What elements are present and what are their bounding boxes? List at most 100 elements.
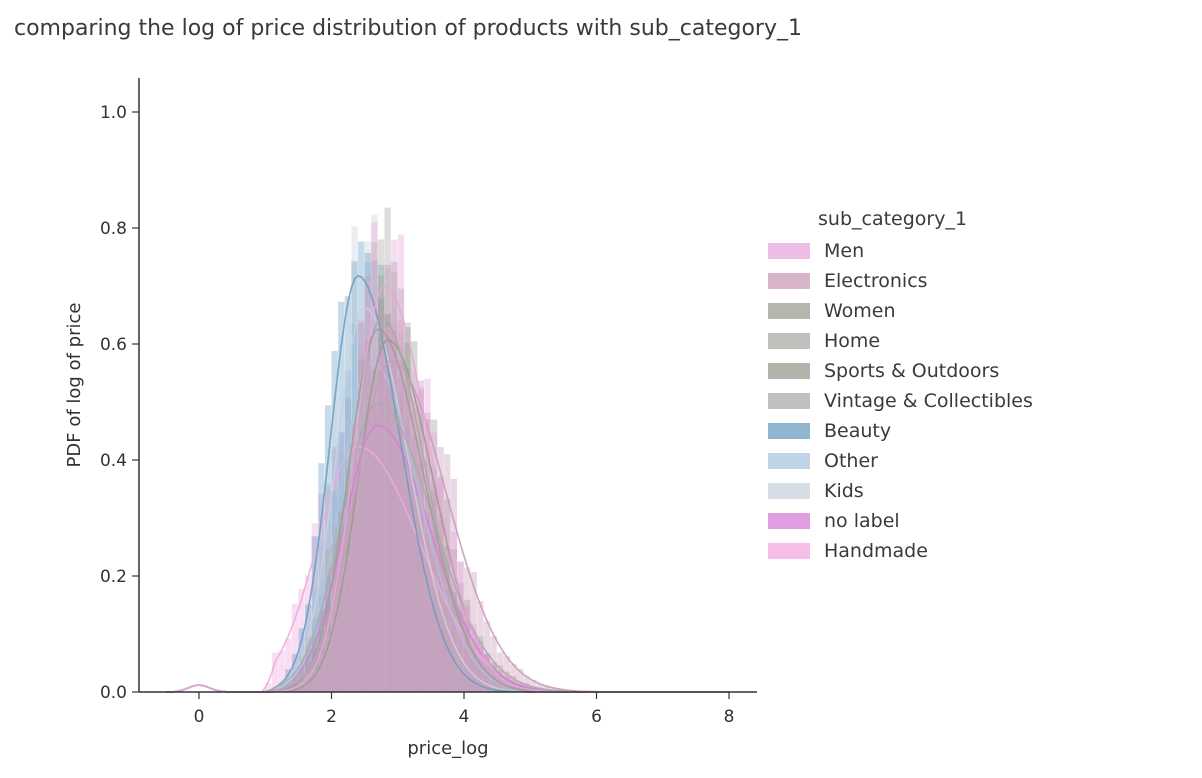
- hist-bar: [371, 242, 378, 693]
- hist-bar: [371, 222, 378, 693]
- hist-bar: [311, 536, 318, 692]
- legend-swatch: [768, 483, 810, 499]
- legend-entry: Handmade: [768, 536, 1033, 566]
- legend-label: Sports & Outdoors: [824, 360, 1000, 382]
- hist-bar: [338, 431, 345, 692]
- hist-bar: [391, 271, 398, 692]
- hist-bar: [291, 603, 299, 692]
- hist-bar: [523, 675, 530, 692]
- hist-bar: [444, 594, 451, 692]
- hist-bar: [391, 239, 398, 693]
- hist-bar: [338, 511, 345, 692]
- x-tick-label: 8: [724, 707, 735, 727]
- hist-bar: [444, 587, 451, 692]
- histogram-bars: [265, 207, 564, 693]
- hist-bar: [384, 264, 391, 692]
- hist-bar: [497, 669, 504, 692]
- hist-bar: [364, 339, 371, 692]
- hist-bar: [550, 686, 557, 692]
- y-tick-label: 0.2: [100, 567, 127, 587]
- hist-bar: [450, 592, 458, 692]
- y-axis-label: PDF of log of price: [64, 303, 85, 468]
- hist-bar: [344, 490, 352, 692]
- hist-bar: [444, 550, 451, 692]
- hist-bar: [444, 499, 451, 692]
- hist-bar: [464, 638, 471, 692]
- hist-bar: [371, 260, 378, 692]
- hist-bar: [338, 301, 345, 692]
- hist-bar: [384, 338, 391, 692]
- hist-bar: [305, 677, 312, 692]
- hist-bar: [311, 669, 318, 692]
- hist-bar: [338, 558, 345, 692]
- hist-bar: [411, 447, 418, 692]
- legend-entry: Sports & Outdoors: [768, 356, 1033, 386]
- hist-bar: [331, 584, 338, 692]
- hist-bar: [490, 671, 497, 692]
- legend-swatch: [768, 543, 810, 559]
- hist-bar: [424, 378, 431, 692]
- hist-bar: [490, 688, 497, 692]
- hist-bar: [470, 679, 477, 692]
- legend-entry: Beauty: [768, 416, 1033, 446]
- hist-bar: [358, 450, 365, 692]
- y-tick-label: 0.0: [100, 683, 127, 703]
- hist-bar: [404, 342, 411, 692]
- hist-bar: [430, 562, 438, 692]
- hist-bar: [331, 564, 338, 692]
- y-ticks: 0.0 0.2 0.4 0.6 0.8 1.0: [100, 103, 139, 703]
- hist-bar: [311, 634, 318, 692]
- hist-bar: [364, 339, 371, 692]
- hist-bar: [404, 491, 411, 692]
- hist-bar: [358, 470, 365, 692]
- hist-bar: [483, 687, 491, 692]
- hist-bar: [344, 538, 352, 692]
- hist-bar: [384, 207, 391, 692]
- hist-bar: [397, 234, 405, 693]
- hist-bar: [477, 684, 484, 692]
- hist-bar: [411, 477, 418, 692]
- hist-bar: [411, 410, 418, 692]
- hist-bar: [503, 677, 511, 692]
- hist-bar: [417, 516, 424, 692]
- hist-bar: [424, 459, 431, 692]
- legend-swatch: [768, 333, 810, 349]
- hist-bar: [351, 424, 358, 692]
- hist-bar: [377, 365, 385, 692]
- hist-bar: [371, 396, 378, 692]
- hist-bar: [417, 453, 424, 692]
- hist-bar: [450, 606, 458, 692]
- hist-bar: [470, 623, 477, 692]
- hist-bar: [318, 493, 325, 692]
- hist-bar: [298, 687, 305, 692]
- legend-entry: Women: [768, 296, 1033, 326]
- hist-bar: [384, 323, 391, 692]
- hist-bar: [417, 463, 424, 692]
- hist-bar: [430, 493, 438, 692]
- hist-bar: [344, 397, 352, 692]
- hist-bar: [510, 687, 517, 692]
- legend-swatch: [768, 363, 810, 379]
- hist-bar: [464, 653, 471, 692]
- hist-bar: [464, 599, 471, 692]
- legend-entry: Home: [768, 326, 1033, 356]
- hist-bar: [477, 654, 484, 692]
- hist-bar: [358, 323, 365, 692]
- hist-bar: [430, 491, 438, 692]
- hist-bar: [331, 627, 338, 692]
- hist-bar: [437, 612, 444, 692]
- hist-bar: [450, 646, 458, 692]
- hist-bar: [530, 679, 537, 692]
- y-tick-label: 0.8: [100, 219, 127, 239]
- hist-bar: [318, 545, 325, 692]
- hist-bar: [338, 537, 345, 692]
- hist-bar: [457, 615, 464, 692]
- hist-bar: [437, 447, 444, 692]
- hist-bar: [457, 562, 464, 692]
- hist-bar: [364, 349, 371, 692]
- hist-bar: [470, 572, 477, 692]
- chart-title: comparing the log of price distribution …: [14, 16, 802, 41]
- hist-bar: [364, 241, 371, 692]
- hist-bar: [424, 523, 431, 692]
